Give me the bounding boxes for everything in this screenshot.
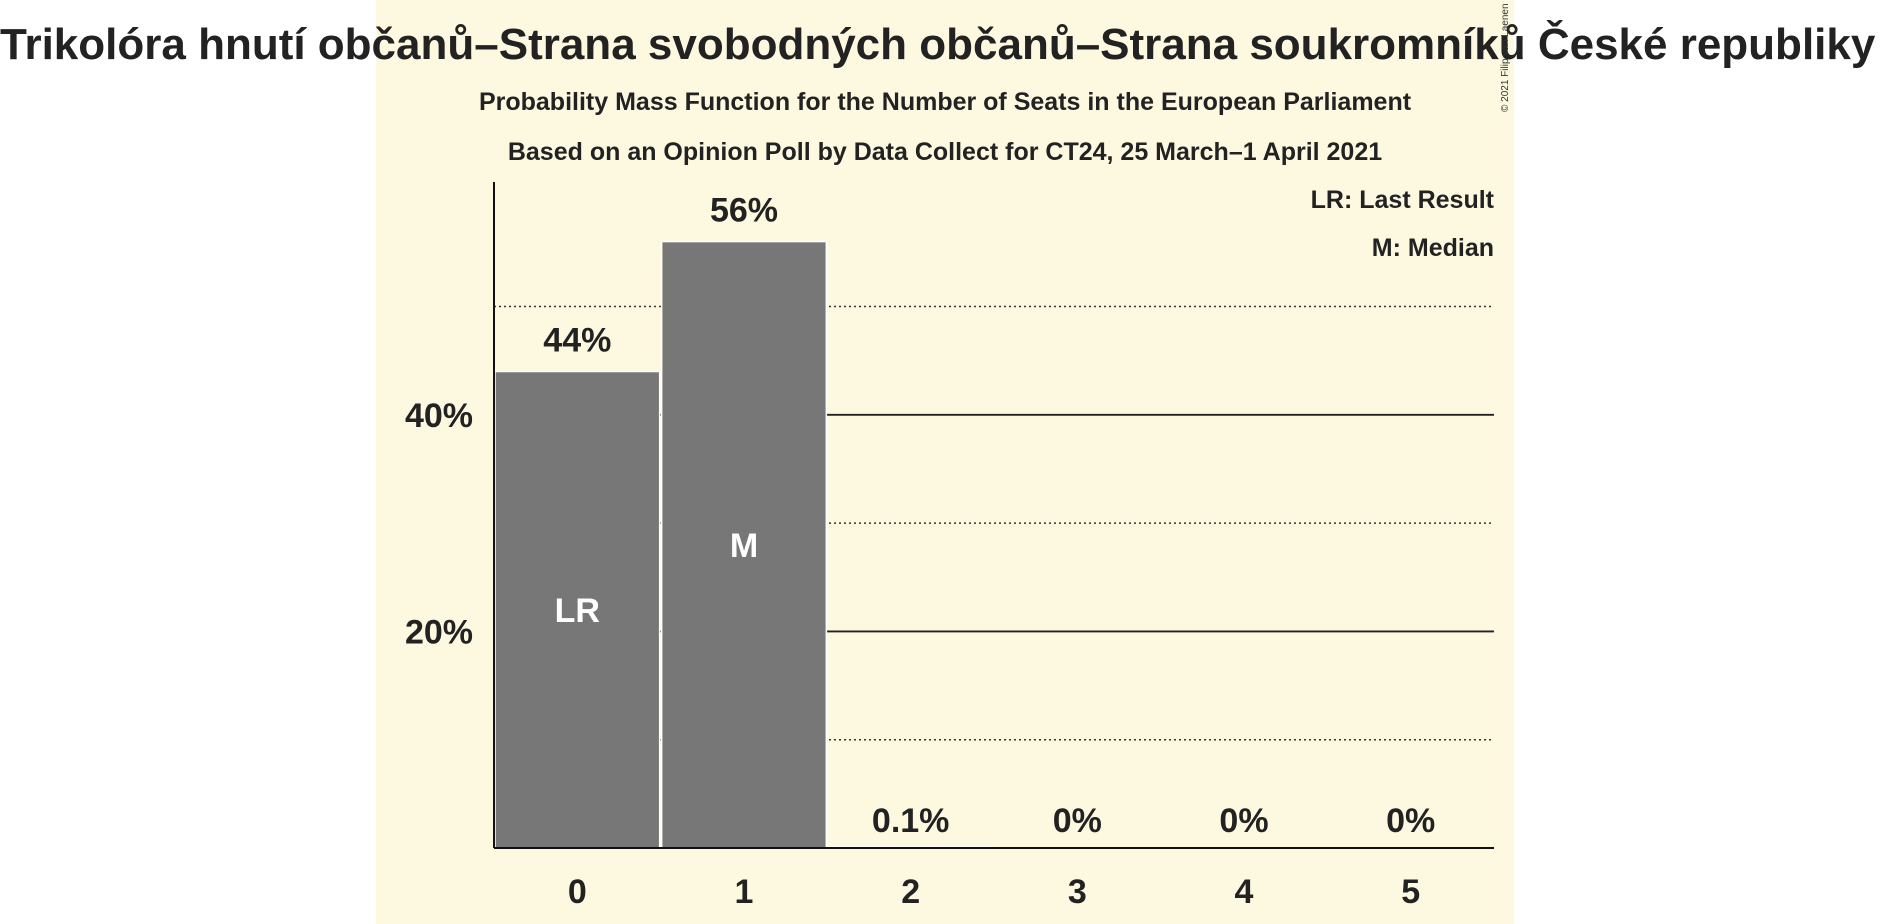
- y-tick-label: 40%: [405, 397, 473, 435]
- value-label: 0%: [1053, 802, 1102, 840]
- value-label: 0%: [1219, 802, 1268, 840]
- bar-marker-lr: LR: [555, 592, 600, 630]
- value-label: 56%: [710, 192, 778, 230]
- chart-source-line: Based on an Opinion Poll by Data Collect…: [507, 138, 1383, 166]
- x-tick-label: 1: [735, 873, 754, 911]
- x-tick-label: 0: [568, 873, 587, 911]
- x-tick-label: 2: [901, 873, 920, 911]
- bar-marker-m: M: [730, 527, 758, 565]
- x-tick-label: 3: [1068, 873, 1087, 911]
- chart-subtitle: Probability Mass Function for the Number…: [478, 88, 1412, 116]
- legend-last-result: LR: Last Result: [1310, 186, 1494, 214]
- legend-median: M: Median: [1371, 234, 1494, 262]
- x-tick-label: 5: [1401, 873, 1420, 911]
- value-label: 0%: [1386, 802, 1435, 840]
- x-tick-label: 4: [1235, 873, 1254, 911]
- chart-title: Trikolóra hnutí občanů–Strana svobodných…: [0, 20, 1888, 69]
- value-label: 44%: [543, 322, 611, 360]
- y-tick-label: 20%: [405, 613, 473, 651]
- value-label: 0.1%: [872, 802, 950, 840]
